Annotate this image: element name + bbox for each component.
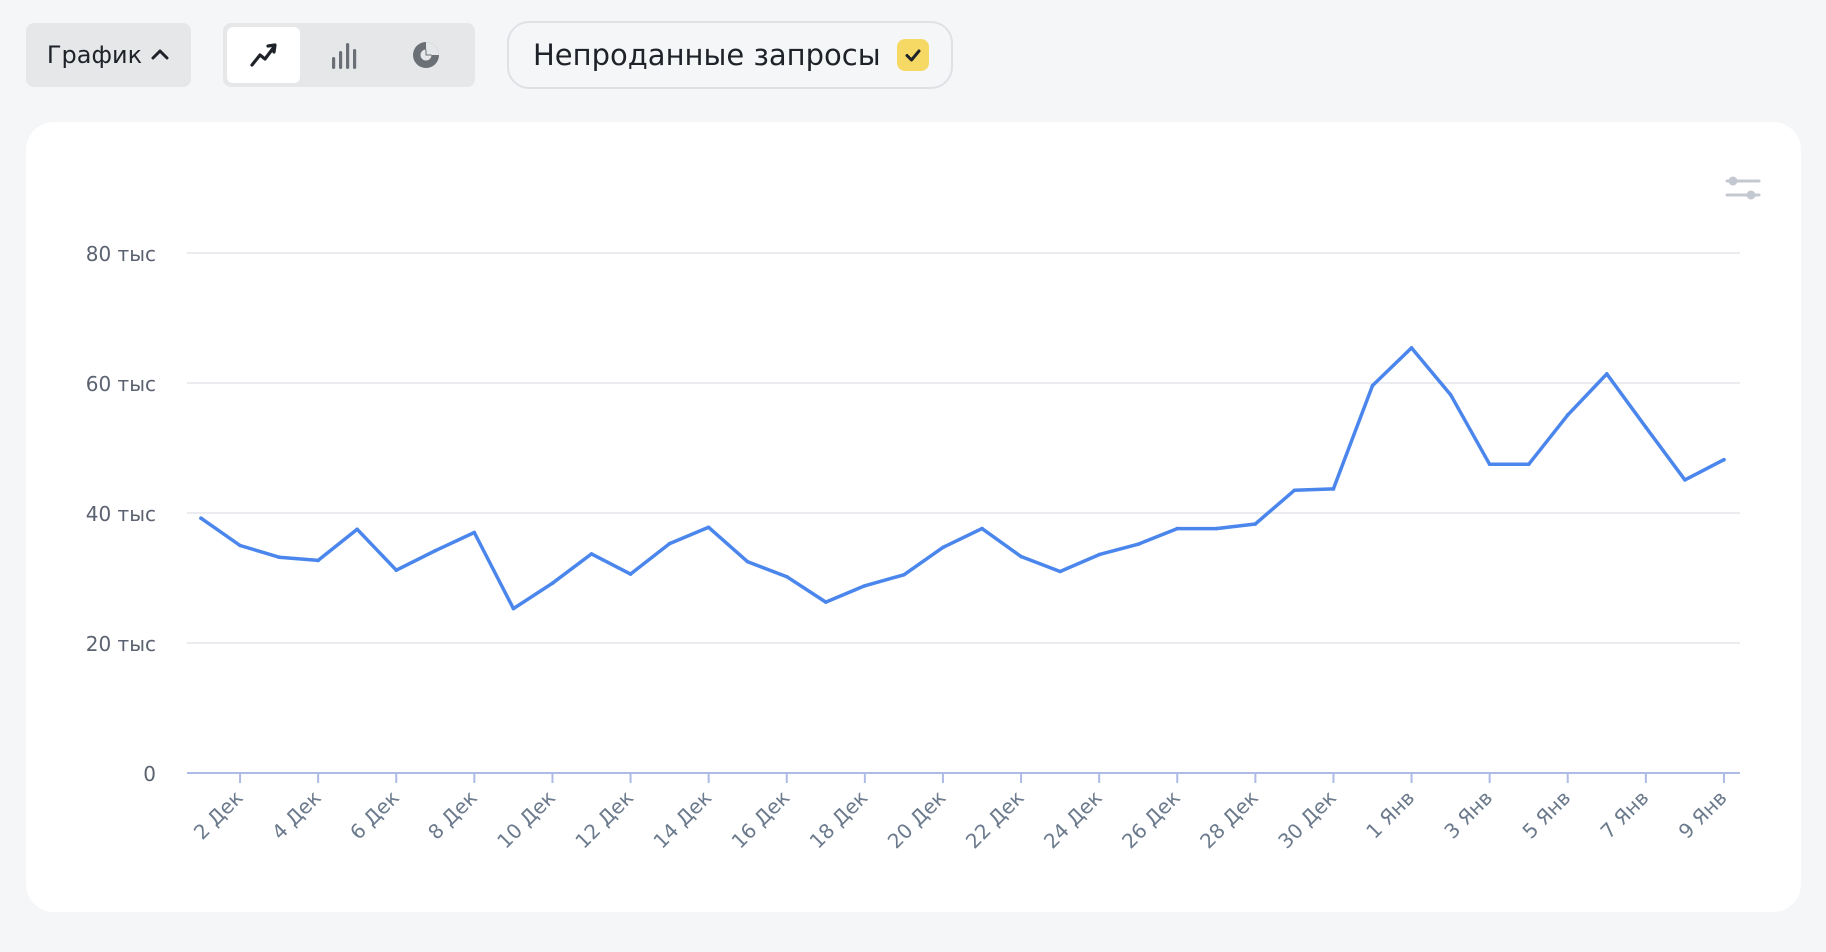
- data-point[interactable]: [589, 552, 594, 556]
- data-point[interactable]: [433, 548, 438, 553]
- data-point[interactable]: [1331, 487, 1336, 491]
- data-point[interactable]: [277, 555, 281, 559]
- data-point[interactable]: [824, 600, 828, 604]
- x-tick-label: 26 Дек: [1117, 786, 1185, 854]
- data-point[interactable]: [902, 572, 906, 577]
- unsold-requests-filter[interactable]: Непроданные запросы: [507, 21, 953, 89]
- data-point[interactable]: [1526, 462, 1531, 467]
- x-tick-label: 22 Дек: [961, 786, 1029, 854]
- data-point[interactable]: [941, 545, 945, 550]
- x-tick-label: 2 Дек: [189, 786, 248, 845]
- line-chart: 0 20 тыс 40 тыс 60 тыс 80 тыс 2 Дек 4 Дек 6 Де…: [86, 242, 1740, 854]
- y-tick-label: 20 тыс: [86, 632, 156, 656]
- x-tick-label: 7 Янв: [1596, 786, 1654, 844]
- series-line: [199, 346, 1726, 611]
- data-point[interactable]: [784, 574, 789, 579]
- data-point[interactable]: [1487, 462, 1492, 467]
- data-point[interactable]: [199, 516, 203, 520]
- dropdown-label: График: [46, 41, 143, 69]
- chevron-up-icon: [151, 49, 169, 60]
- data-point[interactable]: [745, 559, 750, 564]
- data-point[interactable]: [1683, 478, 1687, 482]
- x-tick-label: 30 Дек: [1273, 786, 1341, 854]
- data-point[interactable]: [1136, 542, 1140, 546]
- x-tick-label: 6 Дек: [345, 786, 404, 845]
- data-point[interactable]: [1253, 522, 1258, 526]
- series-layer: [199, 346, 1726, 611]
- data-point[interactable]: [628, 572, 633, 576]
- y-tick-label: 40 тыс: [86, 502, 156, 526]
- x-tick-label: 8 Дек: [423, 786, 482, 845]
- data-point[interactable]: [1370, 383, 1375, 388]
- chart-mode-dropdown[interactable]: График: [26, 23, 191, 87]
- data-point[interactable]: [550, 581, 555, 585]
- data-point[interactable]: [511, 606, 516, 611]
- data-point[interactable]: [394, 568, 399, 572]
- x-tick-label: 9 Янв: [1674, 786, 1732, 844]
- data-point[interactable]: [1644, 425, 1648, 430]
- data-point[interactable]: [1214, 526, 1219, 531]
- bar-chart-tab[interactable]: [308, 27, 381, 83]
- data-point[interactable]: [1097, 552, 1101, 557]
- pie-chart-tab[interactable]: [389, 27, 462, 83]
- filter-label: Непроданные запросы: [533, 38, 881, 72]
- x-axis: [187, 772, 1740, 783]
- x-tick-label: 18 Дек: [805, 786, 873, 854]
- data-point[interactable]: [1019, 554, 1023, 559]
- pie-chart-icon: [412, 42, 439, 68]
- data-point[interactable]: [863, 584, 867, 588]
- chart-card: 0 20 тыс 40 тыс 60 тыс 80 тыс 2 Дек 4 Дек 6 Де…: [26, 122, 1801, 912]
- filter-checkbox[interactable]: [896, 39, 929, 71]
- y-axis-labels: 0 20 тыс 40 тыс 60 тыс 80 тыс: [86, 242, 156, 786]
- data-point[interactable]: [1605, 372, 1609, 376]
- line-chart-tab[interactable]: [227, 27, 300, 83]
- x-axis-labels: 2 Дек 4 Дек 6 Дек 8 Дек 10 Дек 12 Дек 14 Дек 16…: [189, 786, 1732, 854]
- y-tick-label: 0: [143, 762, 156, 786]
- data-point[interactable]: [1175, 526, 1180, 531]
- x-tick-label: 4 Дек: [267, 786, 326, 845]
- x-tick-label: 24 Дек: [1039, 786, 1107, 854]
- chart-type-switcher: [223, 23, 475, 87]
- toolbar: График: [26, 21, 953, 89]
- checkmark-icon: [905, 49, 921, 62]
- data-point[interactable]: [1409, 346, 1414, 350]
- x-tick-label: 10 Дек: [492, 786, 560, 854]
- data-point[interactable]: [980, 526, 984, 531]
- data-point[interactable]: [1292, 488, 1297, 493]
- data-point[interactable]: [238, 543, 242, 548]
- x-tick-label: 5 Янв: [1517, 786, 1575, 844]
- y-tick-label: 80 тыс: [86, 242, 156, 266]
- x-tick-label: 1 Янв: [1361, 786, 1419, 844]
- line-chart-icon: [249, 43, 277, 67]
- data-point[interactable]: [316, 558, 320, 563]
- data-point[interactable]: [706, 525, 711, 530]
- x-tick-label: 20 Дек: [883, 786, 951, 854]
- grid-layer: [187, 252, 1740, 644]
- data-point[interactable]: [1722, 457, 1726, 462]
- data-point[interactable]: [1448, 392, 1453, 397]
- data-point[interactable]: [667, 541, 672, 546]
- data-point[interactable]: [472, 530, 477, 535]
- data-point[interactable]: [355, 527, 360, 532]
- x-tick-label: 14 Дек: [648, 786, 716, 854]
- settings-sliders-icon[interactable]: [1725, 170, 1761, 206]
- x-tick-label: 28 Дек: [1195, 786, 1263, 854]
- bar-chart-icon: [331, 43, 356, 69]
- x-tick-label: 16 Дек: [727, 786, 795, 854]
- y-tick-label: 60 тыс: [86, 372, 156, 396]
- x-tick-label: 3 Янв: [1439, 786, 1497, 844]
- data-point[interactable]: [1058, 569, 1062, 574]
- x-tick-label: 12 Дек: [570, 786, 638, 854]
- data-point[interactable]: [1565, 413, 1570, 417]
